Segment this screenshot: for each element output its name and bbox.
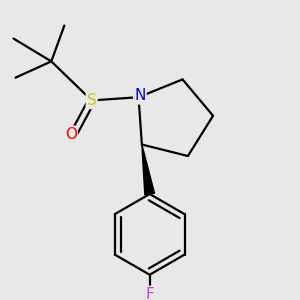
Text: F: F [145, 287, 154, 300]
Text: O: O [65, 127, 77, 142]
Text: S: S [87, 93, 97, 108]
Text: N: N [134, 88, 146, 104]
Polygon shape [142, 145, 155, 195]
